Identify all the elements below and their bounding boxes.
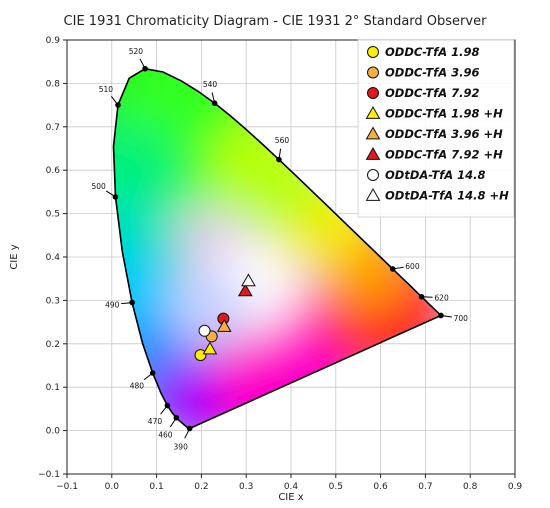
x-tick-label: 0.9 bbox=[508, 482, 523, 492]
y-axis-ticks: −0.1 0.0 0.1 0.2 0.3 0.4 0.5 0.6 0.7 0.8 0.9 bbox=[38, 36, 67, 480]
data-point bbox=[198, 324, 211, 337]
wavelength-dot bbox=[389, 266, 396, 272]
legend-marker bbox=[367, 46, 379, 58]
legend-label: ODDC-TfA 7.92 +H bbox=[385, 148, 503, 162]
wavelength-dot bbox=[149, 370, 156, 376]
wavelength-label: 390 bbox=[174, 442, 189, 451]
x-tick-label: 0.5 bbox=[329, 482, 343, 492]
x-tick-label: 0.6 bbox=[373, 482, 388, 492]
data-point bbox=[237, 283, 253, 297]
data-points bbox=[194, 273, 256, 362]
x-tick-label: 0.8 bbox=[463, 482, 478, 492]
data-point bbox=[194, 349, 207, 362]
wavelength-label: 490 bbox=[105, 301, 120, 310]
x-tick-label: −0.1 bbox=[56, 482, 78, 492]
x-tick-label: 0.1 bbox=[149, 482, 163, 492]
wavelength-label: 510 bbox=[99, 85, 114, 94]
legend-box bbox=[357, 39, 515, 218]
wavelength-label: 600 bbox=[405, 262, 420, 271]
wavelength-dot bbox=[418, 293, 425, 300]
legend-label: ODDC-TfA 1.98 bbox=[385, 45, 480, 59]
wavelength-label: 460 bbox=[158, 430, 173, 439]
legend-marker bbox=[365, 126, 381, 140]
y-tick-label: 0.6 bbox=[46, 166, 61, 176]
legend-label: ODDC-TfA 3.96 +H bbox=[385, 127, 503, 141]
y-axis-label: CIE y bbox=[9, 244, 20, 269]
wavelength-label: 470 bbox=[148, 417, 163, 426]
legend-marker bbox=[365, 105, 381, 119]
x-tick-label: 0.4 bbox=[284, 482, 299, 492]
y-tick-label: 0.7 bbox=[46, 123, 60, 133]
wavelength-label: 540 bbox=[203, 80, 218, 89]
wavelength-label: 520 bbox=[129, 47, 144, 56]
legend-label: ODtDA-TfA 14.8 +H bbox=[385, 189, 509, 203]
wavelength-dot bbox=[112, 194, 119, 200]
wavelength-dot bbox=[129, 299, 135, 306]
chart-title: CIE 1931 Chromaticity Diagram - CIE 1931… bbox=[64, 14, 488, 29]
legend-label: ODtDA-TfA 14.8 bbox=[385, 168, 485, 182]
legend-label: ODDC-TfA 3.96 bbox=[385, 66, 480, 80]
legend: ODDC-TfA 1.98 ODDC-TfA 3.96 ODDC-TfA 7.92 O… bbox=[365, 45, 509, 203]
legend-marker bbox=[367, 66, 379, 79]
y-tick-label: 0.5 bbox=[46, 210, 60, 220]
y-tick-label: 0.0 bbox=[46, 427, 61, 437]
legend-label: ODDC-TfA 7.92 bbox=[385, 86, 480, 100]
wavelength-dot bbox=[164, 402, 171, 409]
x-axis-label: CIE x bbox=[278, 492, 303, 503]
data-point bbox=[202, 341, 218, 355]
wavelength-label: 700 bbox=[454, 314, 469, 323]
wavelength-dot bbox=[186, 425, 193, 432]
y-tick-label: 0.9 bbox=[46, 36, 61, 46]
wavelength-dot bbox=[173, 414, 180, 421]
y-tick-label: 0.1 bbox=[46, 383, 60, 393]
wavelength-dot bbox=[211, 100, 218, 107]
wavelength-dot bbox=[115, 102, 121, 108]
x-axis-ticks: −0.1 0.0 0.1 0.2 0.3 0.4 0.5 0.6 0.7 0.8 0.9 bbox=[56, 474, 522, 492]
y-tick-label: 0.3 bbox=[46, 296, 60, 306]
spectral-locus bbox=[112, 67, 443, 430]
y-tick-label: 0.2 bbox=[46, 340, 60, 350]
x-tick-label: 0.7 bbox=[418, 482, 432, 492]
wavelength-label: 480 bbox=[130, 381, 145, 390]
legend-marker bbox=[365, 187, 381, 201]
legend-label: ODDC-TfA 1.98 +H bbox=[385, 107, 503, 121]
wavelength-dot bbox=[276, 156, 282, 163]
legend-marker bbox=[367, 169, 379, 181]
legend-marker bbox=[365, 146, 381, 160]
x-tick-label: 0.2 bbox=[194, 482, 208, 492]
wavelength-label: 620 bbox=[434, 294, 449, 303]
wavelength-dot bbox=[142, 65, 148, 72]
x-tick-label: 0.3 bbox=[239, 482, 253, 492]
wavelength-dot bbox=[438, 312, 444, 319]
y-tick-label: 0.4 bbox=[46, 253, 61, 263]
data-point bbox=[216, 318, 232, 332]
wavelength-label: 500 bbox=[92, 182, 107, 191]
legend-marker bbox=[367, 87, 379, 99]
data-point bbox=[241, 273, 256, 287]
wavelength-label: 560 bbox=[275, 136, 290, 145]
y-tick-label: −0.1 bbox=[38, 470, 60, 480]
y-tick-label: 0.8 bbox=[46, 79, 61, 89]
x-tick-label: 0.0 bbox=[105, 482, 120, 492]
